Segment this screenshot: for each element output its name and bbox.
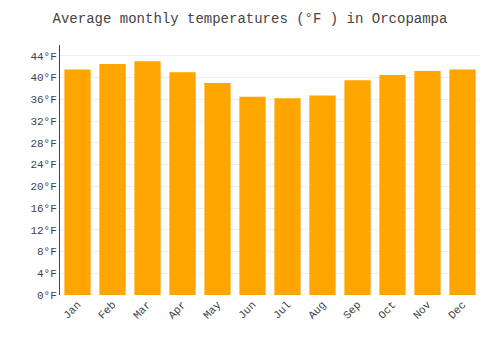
svg-text:28°F: 28°F [30,138,56,150]
svg-text:12°F: 12°F [30,225,56,237]
svg-text:36°F: 36°F [30,94,56,106]
svg-text:Nov: Nov [411,299,434,322]
svg-text:40°F: 40°F [30,72,56,84]
svg-text:24°F: 24°F [30,159,56,171]
svg-text:Sep: Sep [341,299,363,321]
svg-text:0°F: 0°F [37,290,57,302]
svg-text:Dec: Dec [446,299,468,321]
svg-text:Oct: Oct [376,299,398,321]
svg-text:Mar: Mar [131,299,153,321]
svg-text:32°F: 32°F [30,116,56,128]
svg-text:Feb: Feb [96,299,118,321]
svg-text:Aug: Aug [306,299,328,321]
svg-text:Jun: Jun [236,299,258,321]
svg-text:Average monthly temperatures (: Average monthly temperatures (°F ) in Or… [53,11,448,27]
svg-text:Jan: Jan [61,299,83,321]
svg-text:Jul: Jul [271,299,293,321]
svg-text:16°F: 16°F [30,203,56,215]
svg-text:May: May [201,299,224,322]
svg-text:44°F: 44°F [30,51,56,63]
svg-text:20°F: 20°F [30,181,56,193]
svg-text:Apr: Apr [166,299,188,321]
svg-text:8°F: 8°F [37,246,57,258]
svg-text:4°F: 4°F [37,268,57,280]
